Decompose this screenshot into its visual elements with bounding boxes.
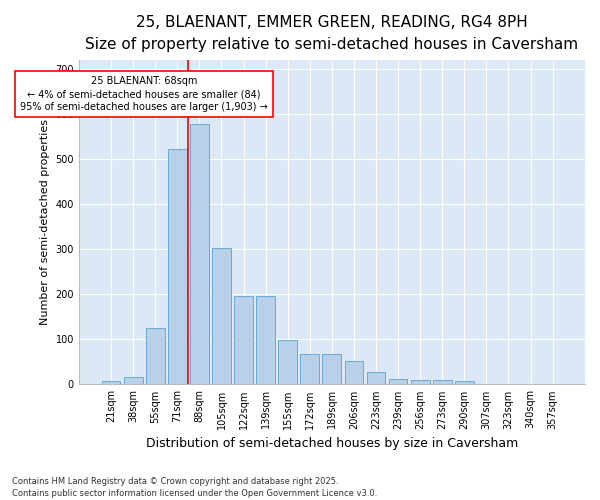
Bar [102,381,121,384]
Text: Contains HM Land Registry data © Crown copyright and database right 2025.
Contai: Contains HM Land Registry data © Crown c… [12,476,377,498]
Bar [301,354,319,384]
Bar [234,296,253,384]
Bar [278,340,297,384]
Bar [168,148,187,384]
Bar [389,378,407,384]
Bar [146,328,164,384]
Bar [344,361,364,384]
Bar [212,248,231,384]
Title: 25, BLAENANT, EMMER GREEN, READING, RG4 8PH
Size of property relative to semi-de: 25, BLAENANT, EMMER GREEN, READING, RG4 … [85,15,578,52]
Bar [190,124,209,384]
Bar [256,296,275,384]
Bar [124,377,143,384]
Bar [367,372,385,384]
Bar [322,354,341,384]
Bar [411,380,430,384]
Text: 25 BLAENANT: 68sqm
← 4% of semi-detached houses are smaller (84)
95% of semi-det: 25 BLAENANT: 68sqm ← 4% of semi-detached… [20,76,268,112]
X-axis label: Distribution of semi-detached houses by size in Caversham: Distribution of semi-detached houses by … [146,437,518,450]
Bar [433,380,452,384]
Bar [455,381,473,384]
Y-axis label: Number of semi-detached properties: Number of semi-detached properties [40,120,50,326]
